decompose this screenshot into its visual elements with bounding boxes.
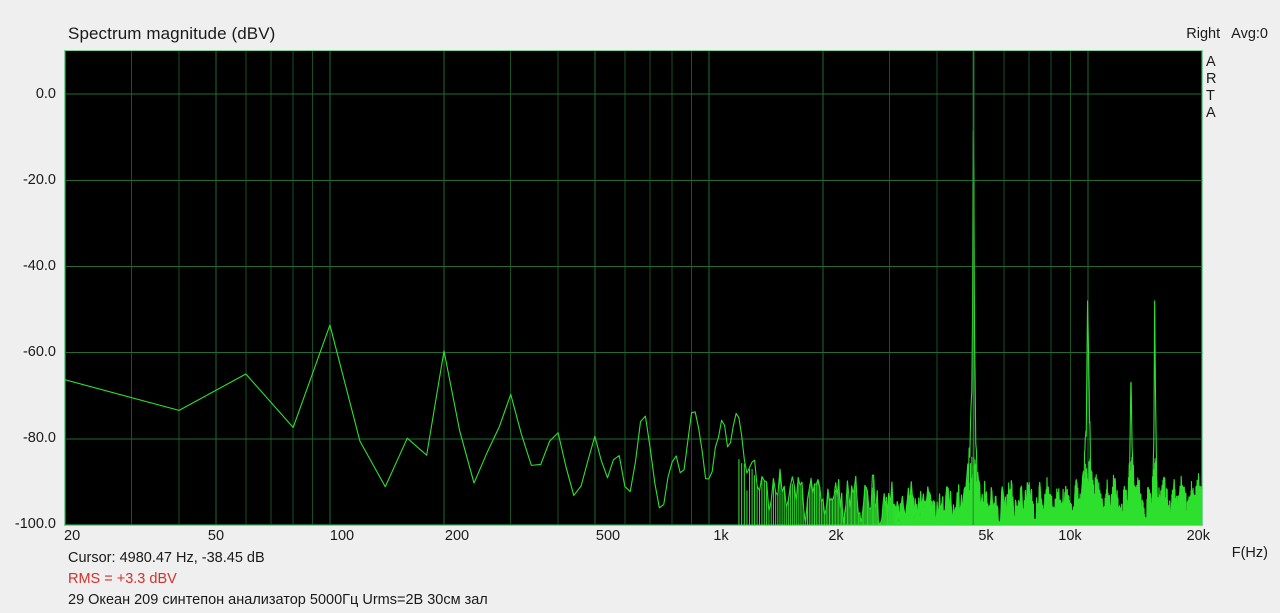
grid-major-x-lines: [65, 51, 1202, 525]
x-tick-label: 50: [207, 528, 225, 544]
arta-logo-letter: R: [1206, 71, 1217, 87]
x-tick-label: 5k: [978, 528, 994, 544]
grid-minor-lines: [131, 51, 1072, 525]
arta-logo-letter: T: [1206, 88, 1215, 104]
x-tick-label: 2k: [828, 528, 844, 544]
x-axis-title: F(Hz): [1231, 545, 1268, 561]
y-tick-label: -100.0: [14, 516, 56, 532]
x-tick-label: 100: [329, 528, 355, 544]
x-tick-label: 10k: [1058, 528, 1082, 544]
y-tick-label: -20.0: [22, 172, 56, 188]
arta-logo-letter: A: [1206, 105, 1216, 121]
x-tick-label: 200: [444, 528, 470, 544]
channel-label: Right: [1186, 26, 1221, 42]
y-tick-label: -40.0: [22, 258, 56, 274]
y-axis: 0.0 -20.0 -40.0 -60.0 -80.0 -100.0: [0, 0, 64, 613]
spectrum-plot-canvas: [65, 51, 1202, 525]
arta-logo: A R T A: [1206, 54, 1228, 122]
page-title: Spectrum magnitude (dBV): [68, 24, 276, 43]
y-tick-label: -80.0: [22, 430, 56, 446]
measurement-meta: Right Avg:0: [1179, 26, 1268, 42]
cursor-readout: Cursor: 4980.47 Hz, -38.45 dB: [68, 550, 265, 566]
x-tick-label: 1k: [713, 528, 729, 544]
average-label: Avg:0: [1231, 26, 1268, 42]
x-tick-label: 20: [64, 528, 81, 544]
spectrum-plot[interactable]: [64, 50, 1203, 526]
arta-logo-letter: A: [1206, 54, 1216, 70]
measurement-caption: 29 Океан 209 синтепон анализатор 5000Гц …: [68, 592, 488, 608]
x-tick-label: 20k: [1186, 528, 1210, 544]
y-tick-label: -60.0: [22, 344, 56, 360]
spectrum-trace: [65, 130, 1202, 525]
x-tick-label: 500: [595, 528, 621, 544]
y-tick-label: 0.0: [35, 86, 56, 102]
rms-readout: RMS = +3.3 dBV: [68, 571, 177, 587]
